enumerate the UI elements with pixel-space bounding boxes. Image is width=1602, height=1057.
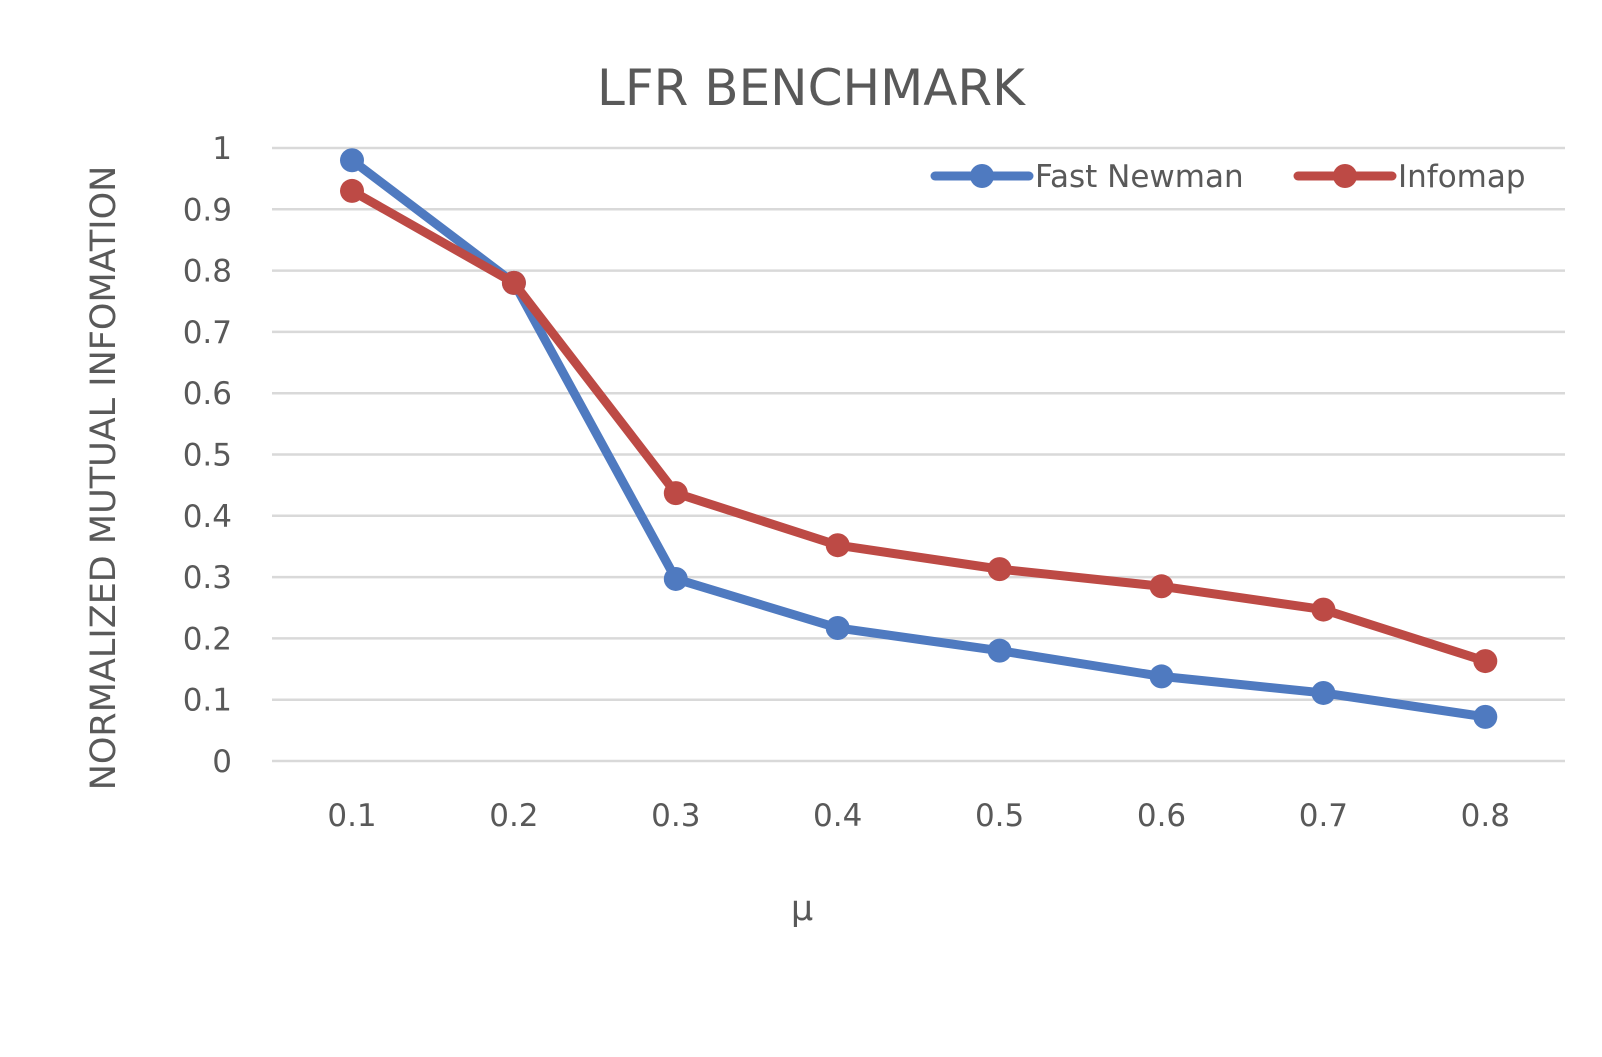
y-tick-label: 0.7 [183, 315, 232, 351]
series-line [347, 186, 1490, 666]
data-point [340, 148, 364, 173]
y-tick-label: 0.8 [183, 254, 232, 290]
chart-title: LFR BENCHMARK [597, 59, 1026, 117]
y-tick-label: 0.9 [183, 192, 232, 228]
data-point [1473, 704, 1498, 729]
legend-swatch-marker [970, 164, 994, 188]
data-point [987, 557, 1012, 582]
y-tick-label: 0.4 [183, 499, 232, 535]
series-0 [340, 148, 1498, 729]
data-point [663, 566, 688, 591]
data-point [501, 270, 526, 295]
data-point [1311, 597, 1336, 622]
data-point [1149, 664, 1174, 689]
data-point [663, 481, 688, 506]
data-point [987, 638, 1012, 663]
legend: Fast Newman Infomap [930, 159, 1526, 195]
y-tick-label: 1 [212, 131, 232, 167]
x-axis-ticks: 0.1 0.2 0.3 0.4 0.5 0.6 0.7 0.8 [327, 798, 1510, 834]
data-point [825, 533, 850, 558]
legend-label: Fast Newman [1035, 159, 1244, 195]
data-point [825, 615, 850, 640]
x-tick-label: 0.7 [1299, 798, 1348, 834]
x-tick-label: 0.1 [327, 798, 376, 834]
x-tick-label: 0.3 [651, 798, 700, 834]
y-tick-label: 0.1 [183, 683, 232, 719]
series-lines [340, 148, 1498, 729]
legend-item: Infomap [1293, 159, 1526, 195]
y-tick-label: 0.2 [183, 621, 232, 657]
legend-label: Infomap [1398, 159, 1526, 195]
legend-swatch-marker [1333, 164, 1357, 188]
x-axis-title: μ [791, 889, 813, 929]
data-point [1311, 680, 1336, 705]
series-line [347, 155, 1490, 722]
y-tick-label: 0 [212, 744, 232, 780]
x-tick-label: 0.8 [1461, 798, 1510, 834]
data-point [340, 178, 364, 203]
gridlines [272, 146, 1565, 763]
x-tick-label: 0.5 [975, 798, 1024, 834]
y-tick-label: 0.6 [183, 376, 232, 412]
data-point [1149, 574, 1174, 599]
data-point [1473, 649, 1498, 674]
x-tick-label: 0.4 [813, 798, 862, 834]
series-1 [340, 178, 1498, 674]
y-axis-ticks: 0 0.1 0.2 0.3 0.4 0.5 0.6 0.7 0.8 0.9 1 [183, 131, 232, 780]
y-tick-label: 0.3 [183, 560, 232, 596]
x-tick-label: 0.2 [489, 798, 538, 834]
y-tick-label: 0.5 [183, 438, 232, 474]
y-axis-title: NORMALIZED MUTUAL INFOMATION [84, 166, 124, 791]
legend-item: Fast Newman [930, 159, 1244, 195]
x-tick-label: 0.6 [1137, 798, 1186, 834]
